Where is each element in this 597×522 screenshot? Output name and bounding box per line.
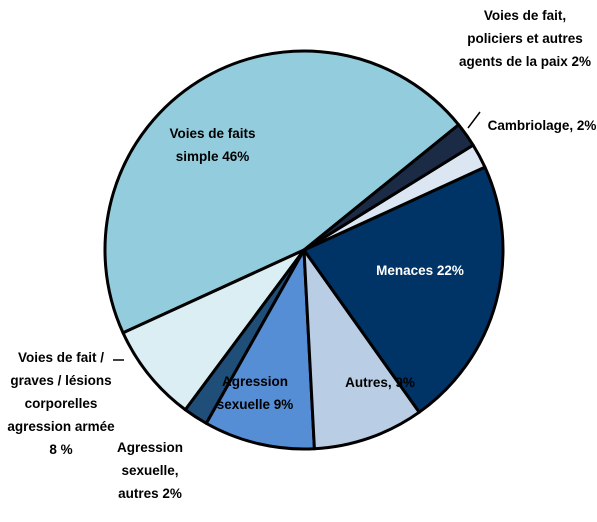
- category-label: Autres,: [345, 375, 392, 390]
- category-label: Voies de faits simple: [169, 126, 256, 164]
- category-label: Voies de fait, policiers et autres agent…: [458, 8, 583, 69]
- pie-slice: [302, 248, 421, 451]
- slice-label: Autres, 9%: [325, 371, 435, 394]
- category-label: Voies de fait / graves / lésions corpore…: [7, 350, 115, 434]
- slice-label: Voies de faits simple 46%: [150, 122, 275, 168]
- pie-slice: [302, 123, 475, 252]
- category-label: Agression sexuelle, autres: [116, 440, 184, 501]
- slice-label: Voies de fait, policiers et autres agent…: [458, 4, 592, 73]
- slice-label: Agression sexuelle, autres 2%: [105, 436, 195, 505]
- value-label: 2%: [571, 54, 592, 69]
- leader-line: [467, 111, 481, 129]
- value-label: 46%: [222, 149, 250, 164]
- category-label: Cambriolage,: [487, 118, 574, 133]
- category-label: Agression sexuelle: [216, 374, 289, 412]
- value-label: 2%: [576, 118, 597, 133]
- value-label: 8 %: [49, 442, 73, 457]
- pie-slice: [121, 248, 306, 412]
- slice-label: Voies de fait / graves / lésions corpore…: [2, 346, 120, 461]
- slice-label: Agression sexuelle 9%: [205, 370, 305, 416]
- pie-slice: [204, 248, 316, 451]
- value-label: 9%: [395, 375, 415, 390]
- slice-label: Menaces 22%: [370, 259, 470, 282]
- pie-slice: [103, 49, 461, 335]
- slice-label: Cambriolage, 2%: [486, 114, 597, 137]
- value-label: 22%: [436, 263, 464, 278]
- category-label: Menaces: [376, 263, 434, 278]
- value-label: 2%: [162, 486, 182, 501]
- value-label: 9%: [273, 397, 294, 412]
